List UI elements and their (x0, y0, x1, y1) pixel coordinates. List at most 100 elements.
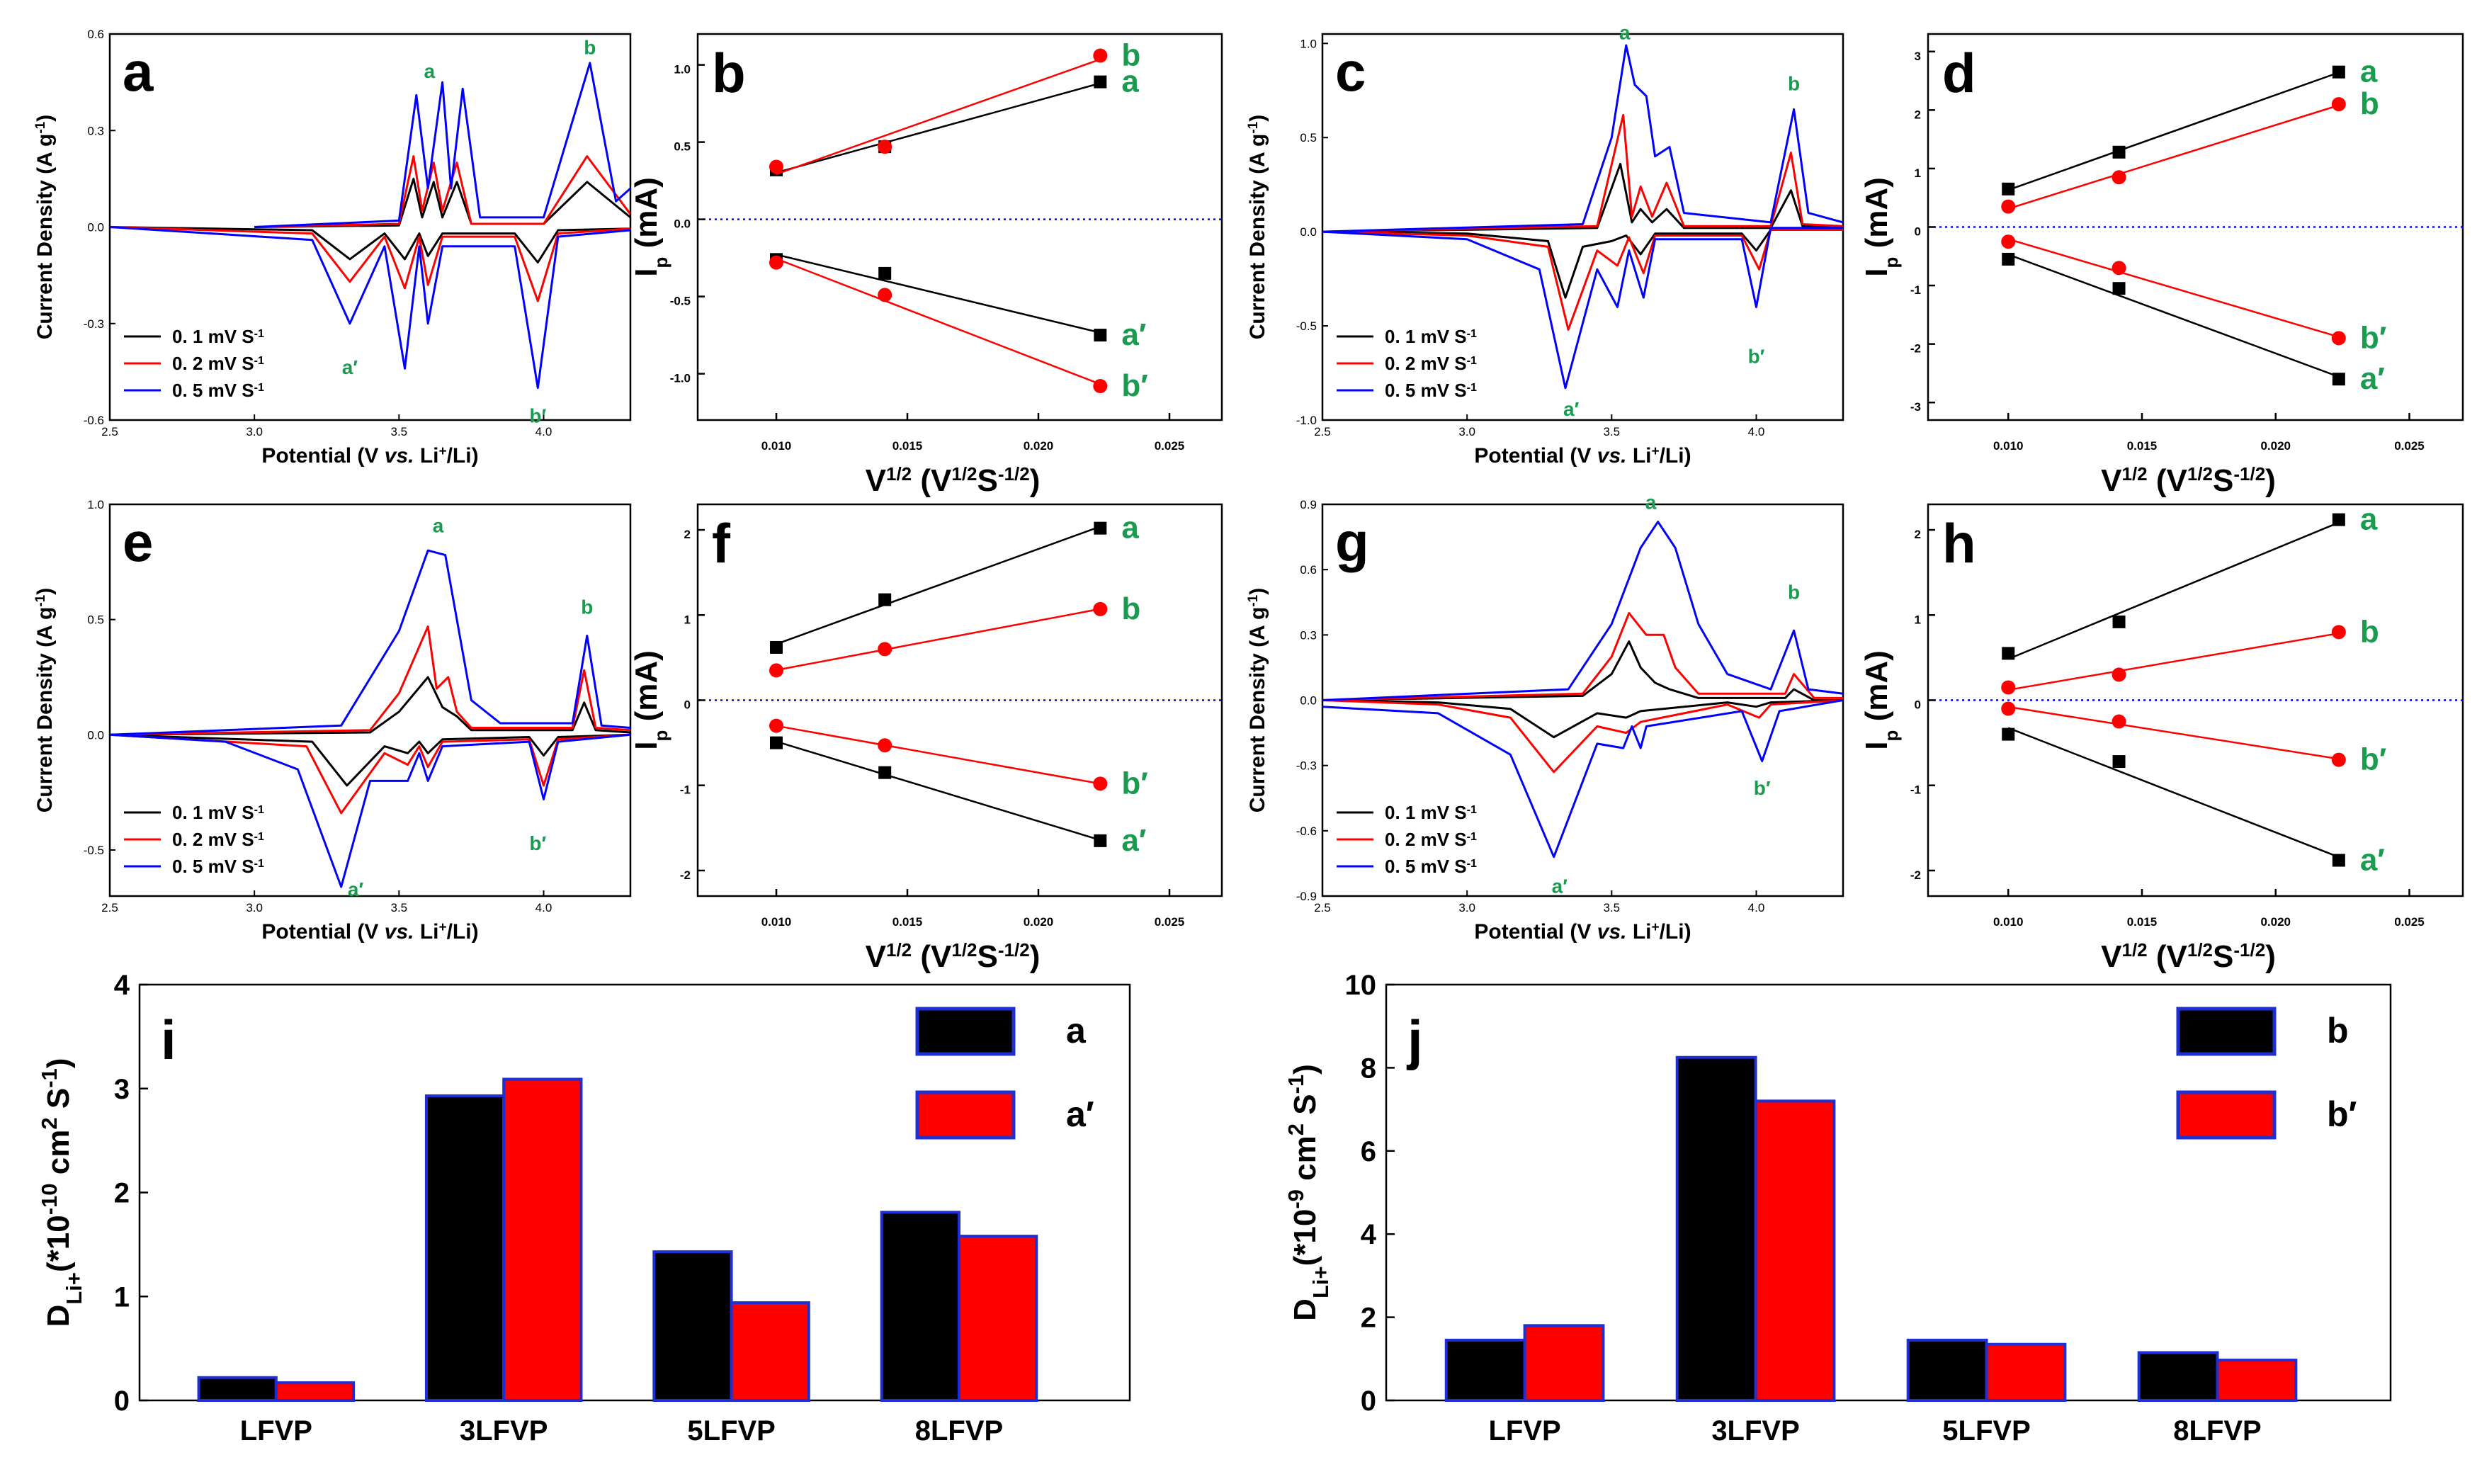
data-point (2001, 234, 2016, 249)
series-tag: a′ (2360, 843, 2385, 878)
bar-3LFVP-a′ (502, 1077, 583, 1402)
x-tick-label: 0.010 (1993, 439, 2024, 453)
series-tag: b′ (2360, 320, 2386, 355)
fit-line-2 (776, 725, 1101, 785)
peak-label: b (584, 36, 596, 58)
panel-label: h (1942, 512, 1976, 574)
data-point (1094, 75, 1107, 89)
cv-curve-1-cathodic (110, 733, 630, 815)
cv-curve-2-cathodic (1322, 227, 1843, 390)
y-tick-label: 3 (114, 1074, 130, 1105)
data-point (2002, 182, 2015, 196)
x-tick-label: 3.5 (391, 425, 408, 438)
fit-line-3 (776, 740, 1101, 842)
x-tick-label: 3LFVP (1711, 1415, 1799, 1446)
y-axis-label: Ip (mA) (1859, 650, 1902, 750)
x-tick-label: 8LFVP (915, 1415, 1003, 1446)
data-point (770, 640, 783, 654)
data-point (2001, 680, 2016, 695)
y-tick-label: 0.0 (1300, 694, 1317, 708)
y-tick-label: 4 (114, 970, 130, 1001)
cv-curve-1-cathodic (110, 226, 630, 302)
series-tag: b (1121, 38, 1140, 73)
y-axis-label: DLi+(*10-10 cm2 S-1) (37, 1058, 86, 1327)
data-point (1093, 48, 1108, 63)
data-point (2332, 513, 2345, 526)
series-tag: a′ (1121, 823, 1146, 858)
bar-LFVP-b (1444, 1338, 1526, 1403)
x-tick-label: 3LFVP (460, 1415, 548, 1446)
fit-line-0 (2007, 72, 2340, 191)
panel-label: d (1942, 42, 1976, 104)
plot-frame (696, 33, 1223, 421)
data-point (878, 140, 892, 154)
x-tick-label: 8LFVP (2173, 1415, 2261, 1446)
data-point (1094, 834, 1107, 847)
bar-LFVP-a (197, 1376, 278, 1402)
y-tick-label: 2 (114, 1178, 130, 1209)
data-point (878, 593, 892, 606)
fit-line-3 (2007, 254, 2340, 378)
y-tick-label: 2 (1361, 1303, 1376, 1334)
y-tick-label: 2 (1915, 528, 1921, 541)
fit-line-1 (2007, 104, 2340, 210)
x-tick-label: 3.0 (1458, 425, 1475, 438)
fit-line-3 (2007, 727, 2340, 859)
bar-3LFVP-b (1675, 1055, 1757, 1402)
y-tick-label: -1 (1910, 283, 1921, 297)
legend-label: 0. 5 mV S-1 (1385, 380, 1477, 401)
cv-curve-0-anodic (110, 676, 630, 736)
y-tick-label: 0 (684, 698, 691, 712)
data-point (2112, 145, 2126, 159)
data-point (2332, 854, 2345, 867)
cv-curve-2-cathodic (110, 226, 630, 390)
peak-label: b′ (529, 404, 546, 426)
series-tag: a (2360, 55, 2378, 89)
fit-line-1 (776, 58, 1101, 176)
y-axis-label: Current Density (A g-1) (1246, 115, 1270, 340)
peak-label: a′ (1552, 875, 1568, 897)
plot-frame (1385, 983, 2392, 1402)
y-tick-label: -0.9 (1296, 890, 1317, 903)
panel-label: c (1335, 40, 1366, 103)
x-tick-label: 5LFVP (1942, 1415, 2030, 1446)
legend-label: 0. 1 mV S-1 (172, 326, 264, 347)
y-tick-label: -1.0 (670, 372, 691, 385)
data-point (2001, 199, 2016, 214)
data-point (2112, 282, 2126, 295)
y-tick-label: 0 (1915, 698, 1921, 712)
series-tag: b′ (1121, 766, 1147, 800)
series-tag: b (1121, 591, 1140, 626)
y-tick-label: 1.0 (87, 498, 104, 511)
data-point (2331, 625, 2346, 640)
y-tick-label: 0 (1361, 1386, 1376, 1417)
legend-label: 0. 2 mV S-1 (1385, 353, 1477, 374)
x-tick-label: 3.0 (246, 425, 263, 438)
data-point (2112, 615, 2126, 628)
fit-line-2 (776, 254, 1101, 334)
x-tick-label: 3.0 (1458, 901, 1475, 914)
y-tick-label: 0.3 (87, 124, 104, 137)
y-tick-label: 0.0 (87, 221, 104, 234)
series-tag: b (2360, 614, 2379, 649)
data-point (1093, 776, 1108, 791)
peak-label: b′ (529, 832, 546, 854)
y-axis-label: Current Density (A g-1) (1246, 588, 1270, 813)
y-tick-label: -2 (1910, 868, 1921, 882)
cv-curve-2-cathodic (110, 733, 630, 888)
data-point (2112, 261, 2126, 276)
bar-LFVP-a′ (274, 1381, 356, 1402)
series-tag: b (2360, 86, 2379, 121)
fit-line-0 (2007, 521, 2340, 660)
y-tick-label: 1.0 (674, 63, 691, 77)
y-tick-label: 1 (114, 1281, 130, 1313)
legend-label: 0. 5 mV S-1 (172, 856, 264, 877)
x-tick-label: 0.010 (761, 439, 792, 453)
x-tick-label: 3.5 (391, 901, 408, 914)
legend-label: 0. 1 mV S-1 (1385, 326, 1477, 347)
legend-label: 0. 1 mV S-1 (172, 802, 264, 823)
x-tick-label: 3.5 (1604, 901, 1621, 914)
cv-curve-0-cathodic (1322, 699, 1843, 739)
fit-line-1 (776, 608, 1101, 672)
panel-label: j (1406, 1009, 1423, 1071)
